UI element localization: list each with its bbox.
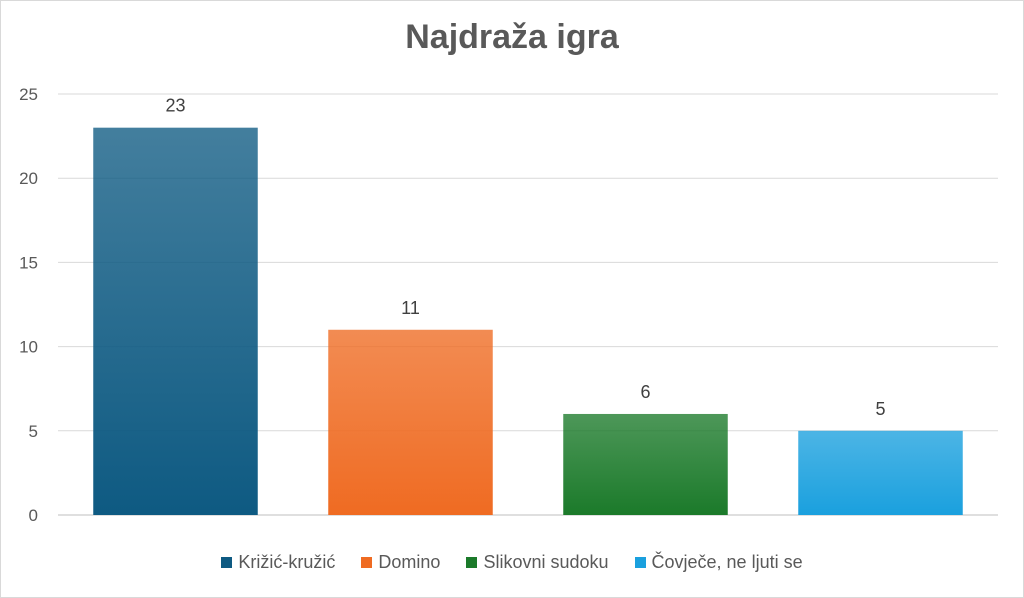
bar [563,413,728,515]
legend-label: Čovječe, ne ljuti se [651,552,803,572]
bar [798,430,963,515]
data-labels: 23 11 6 5 [165,96,885,419]
y-tick-label: 0 [29,506,38,525]
legend: Križić-kružić Domino Slikovni sudoku Čovječ… [0,552,1024,573]
legend-swatch [466,557,478,568]
bars [93,127,963,516]
legend-label: Križić-kružić [238,552,336,572]
chart-title: Najdraža igra [405,18,619,56]
y-tick-label: 25 [19,85,38,104]
y-tick-label: 15 [19,253,38,272]
y-tick-label: 5 [29,422,38,441]
legend-swatch [634,557,646,568]
bar [93,127,258,516]
legend-item: Čovječe, ne ljuti se [634,552,803,573]
y-tick-label: 10 [19,338,38,357]
data-label: 23 [165,96,185,116]
bar [328,329,493,515]
legend-item: Slikovni sudoku [466,552,609,573]
data-label: 6 [640,382,650,402]
y-tick-label: 20 [19,169,38,188]
legend-swatch [221,557,233,568]
legend-item: Križić-kružić [221,552,335,573]
y-axis-ticks: 0 5 10 15 20 25 [19,85,38,525]
legend-swatch [361,557,373,568]
legend-label: Slikovni sudoku [483,552,609,572]
data-label: 5 [875,399,885,419]
legend-item: Domino [361,552,440,573]
data-label: 11 [401,298,420,318]
legend-label: Domino [378,552,441,572]
